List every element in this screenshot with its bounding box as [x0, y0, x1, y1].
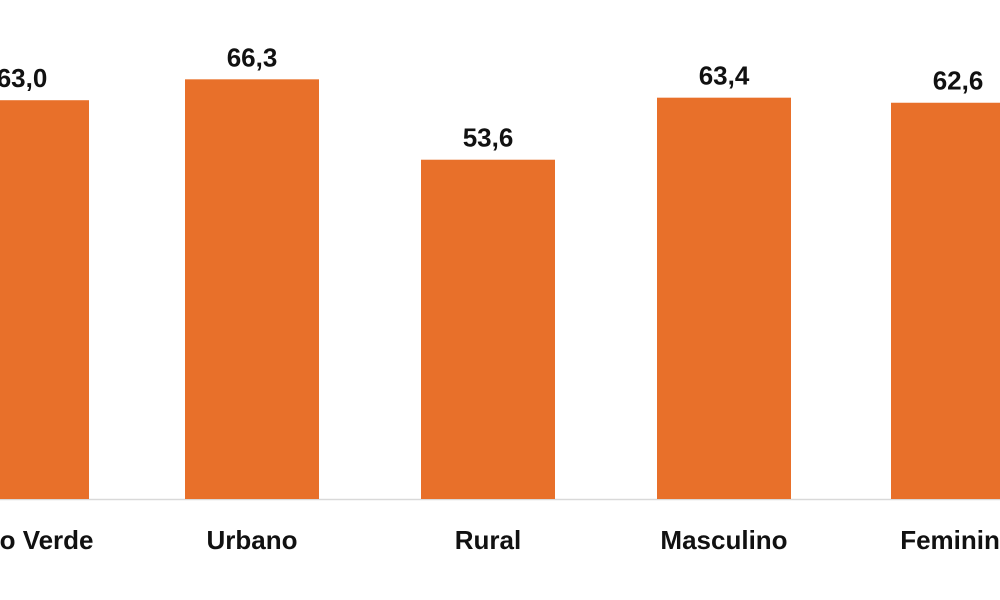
bar-3: [657, 97, 791, 499]
data-label-2: 53,6: [463, 123, 514, 153]
bar-4: [891, 102, 1000, 499]
bar-2: [421, 159, 555, 499]
category-label-1: Urbano: [207, 525, 298, 555]
data-label-0: 63,0: [0, 63, 47, 93]
bar-0: [0, 100, 89, 500]
data-label-1: 66,3: [227, 42, 278, 72]
category-label-2: Rural: [455, 525, 521, 555]
category-label-0: Cabo Verde: [0, 525, 94, 555]
category-label-4: Feminino: [900, 525, 1000, 555]
data-label-3: 63,4: [699, 61, 750, 91]
category-label-3: Masculino: [660, 525, 787, 555]
bar-1: [185, 79, 319, 500]
data-label-4: 62,6: [933, 66, 984, 96]
